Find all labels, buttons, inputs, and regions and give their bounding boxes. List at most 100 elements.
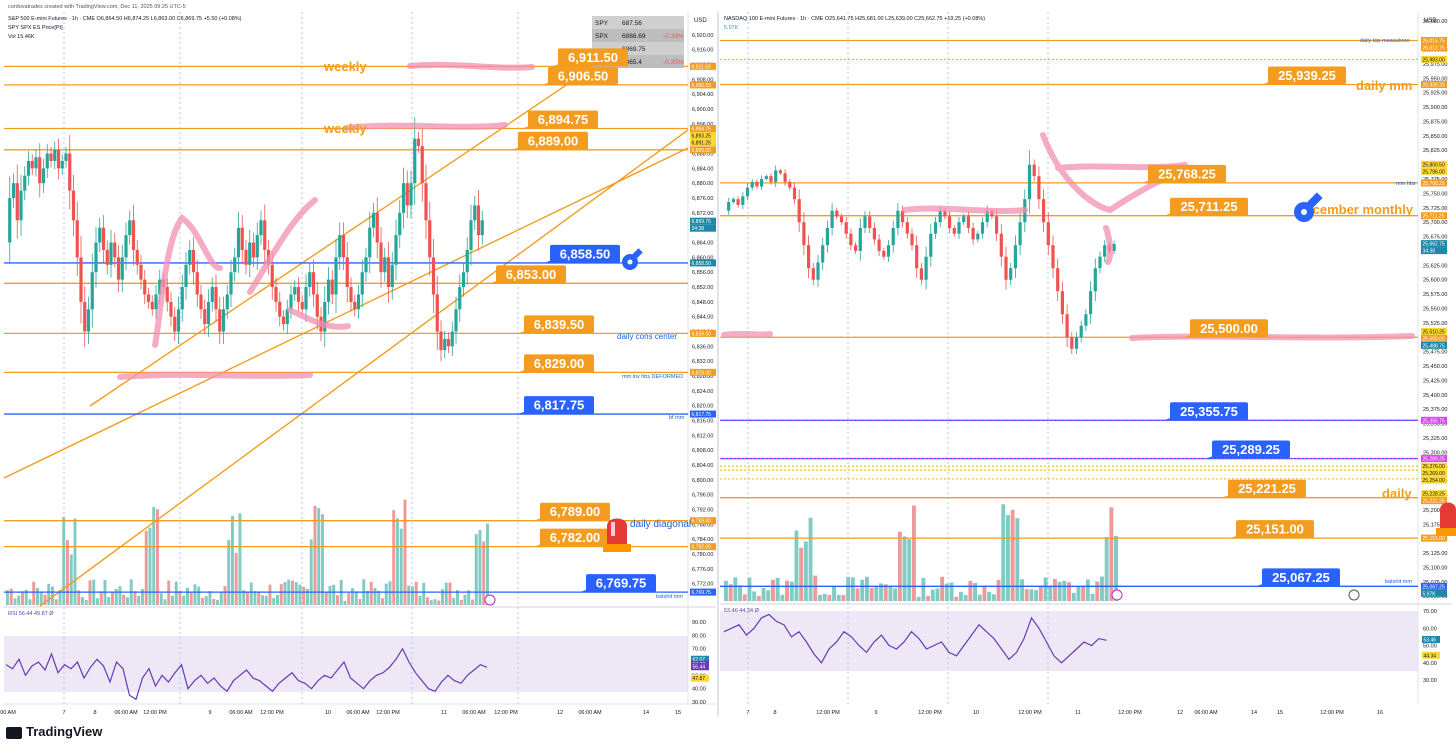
candle-body bbox=[379, 242, 383, 273]
time-tick: 06:00 AM bbox=[1194, 710, 1218, 716]
table-change: -0.33% bbox=[663, 33, 684, 40]
price-callout[interactable] bbox=[1212, 440, 1290, 459]
price-callout[interactable] bbox=[1170, 197, 1248, 216]
replay-icon[interactable] bbox=[1348, 589, 1360, 601]
candle-body bbox=[311, 272, 316, 295]
volume-bar bbox=[343, 600, 347, 605]
price-callout[interactable] bbox=[586, 574, 656, 593]
candle-body bbox=[465, 249, 469, 273]
axis-price-tag bbox=[690, 62, 716, 70]
table-value: 6869.75 bbox=[622, 46, 646, 53]
price-tick: 6,848.00 bbox=[692, 300, 713, 306]
volume-bar bbox=[1024, 589, 1029, 601]
price-tick: 25,475.00 bbox=[1423, 350, 1447, 356]
price-callout[interactable] bbox=[540, 528, 610, 547]
volume-bar bbox=[276, 595, 279, 605]
price-callout[interactable] bbox=[524, 396, 594, 415]
price-callout[interactable] bbox=[540, 502, 610, 521]
left-rsi-band bbox=[4, 636, 688, 692]
volume-bar bbox=[444, 582, 448, 605]
axis-price-tag-label: 26,015.75 bbox=[1423, 38, 1445, 44]
candle-body bbox=[750, 181, 754, 188]
axis-price-tag-label: 25,662.75 bbox=[1423, 242, 1445, 248]
candle-body bbox=[225, 294, 229, 310]
volume-bar bbox=[452, 597, 456, 605]
volume-bar bbox=[407, 585, 411, 605]
price-callout-label: 6,769.75 bbox=[596, 576, 647, 591]
time-tick: 7 bbox=[746, 710, 749, 716]
price-callout[interactable] bbox=[524, 354, 594, 373]
candle-body bbox=[68, 153, 72, 191]
price-callout-label: 25,067.25 bbox=[1272, 570, 1330, 585]
left-currency: USD bbox=[694, 18, 707, 24]
price-tick: 6,812.00 bbox=[692, 433, 713, 439]
volume-bar bbox=[36, 588, 39, 605]
volume-bar bbox=[96, 598, 99, 605]
price-callout[interactable] bbox=[1190, 319, 1268, 338]
price-callout[interactable] bbox=[1170, 402, 1248, 421]
annotations: weekly weekly daily cons center mm inv hbs … bbox=[323, 38, 1416, 600]
price-callout[interactable] bbox=[550, 244, 620, 263]
price-tick: 25,675.00 bbox=[1423, 235, 1447, 241]
candle-body bbox=[165, 287, 169, 302]
candle-body bbox=[811, 268, 815, 280]
price-callout[interactable] bbox=[1228, 479, 1306, 498]
price-callout[interactable] bbox=[524, 315, 594, 334]
volume-bar bbox=[841, 595, 846, 601]
volume-bar bbox=[742, 594, 747, 601]
price-callout[interactable] bbox=[528, 110, 598, 129]
price-callout[interactable] bbox=[1262, 568, 1340, 587]
volume-bar bbox=[347, 593, 351, 605]
price-callout[interactable] bbox=[1268, 66, 1346, 85]
volume-bar bbox=[381, 598, 384, 605]
candle-body bbox=[15, 183, 19, 221]
volume-bar bbox=[879, 583, 883, 601]
candle-body bbox=[49, 153, 53, 161]
volume-bar bbox=[780, 594, 785, 601]
candle-body bbox=[195, 272, 199, 295]
price-tick: 25,825.00 bbox=[1423, 148, 1447, 154]
candle-body bbox=[1093, 268, 1097, 292]
volume-bar bbox=[1090, 593, 1095, 601]
volume-bar bbox=[298, 584, 302, 605]
price-callout[interactable] bbox=[558, 48, 628, 67]
replay-icon[interactable] bbox=[1111, 589, 1123, 601]
replay-icon[interactable] bbox=[484, 594, 496, 606]
level-annotation: mm inv hbs DEFORMED bbox=[622, 374, 683, 380]
axis-price-tag bbox=[690, 259, 716, 267]
candle-body bbox=[1042, 199, 1046, 223]
table-symbol: SPX bbox=[595, 33, 609, 40]
price-callout-label: 6,911.50 bbox=[568, 50, 618, 65]
price-callout[interactable] bbox=[548, 66, 618, 85]
volume-bar bbox=[418, 595, 422, 605]
volume-bar bbox=[54, 599, 58, 605]
price-callout[interactable] bbox=[518, 131, 588, 150]
price-callout[interactable] bbox=[496, 265, 566, 284]
price-callout[interactable] bbox=[1148, 164, 1226, 183]
volume-bar bbox=[414, 581, 418, 605]
candle-body bbox=[741, 196, 745, 205]
candle-body bbox=[929, 233, 933, 257]
candle-body bbox=[938, 210, 942, 223]
volume-bar bbox=[114, 588, 118, 605]
price-tick: 6,904.00 bbox=[692, 92, 713, 98]
time-tick: 06:00 AM bbox=[114, 710, 138, 716]
volume-bar bbox=[354, 591, 358, 605]
volume-bar bbox=[253, 591, 257, 605]
candle-body bbox=[886, 245, 891, 257]
axis-price-tag bbox=[1421, 490, 1447, 498]
volume-bar bbox=[197, 586, 201, 605]
left-rsi-ticks: 90.0080.0070.0060.0050.0040.0030.0062.07… bbox=[691, 620, 709, 706]
candle-body bbox=[446, 338, 451, 347]
volume-bar bbox=[482, 541, 486, 605]
highlight-swirl-2 bbox=[247, 197, 318, 295]
candle-body bbox=[203, 309, 207, 325]
candle-body bbox=[835, 210, 839, 217]
volume-bar bbox=[1029, 589, 1034, 601]
price-callout[interactable] bbox=[1236, 520, 1314, 539]
candle-body bbox=[326, 279, 331, 302]
candle-body bbox=[948, 216, 952, 228]
candle-body bbox=[1098, 256, 1102, 269]
right-rsi-line bbox=[723, 613, 1107, 664]
volume-bar bbox=[1020, 579, 1024, 601]
